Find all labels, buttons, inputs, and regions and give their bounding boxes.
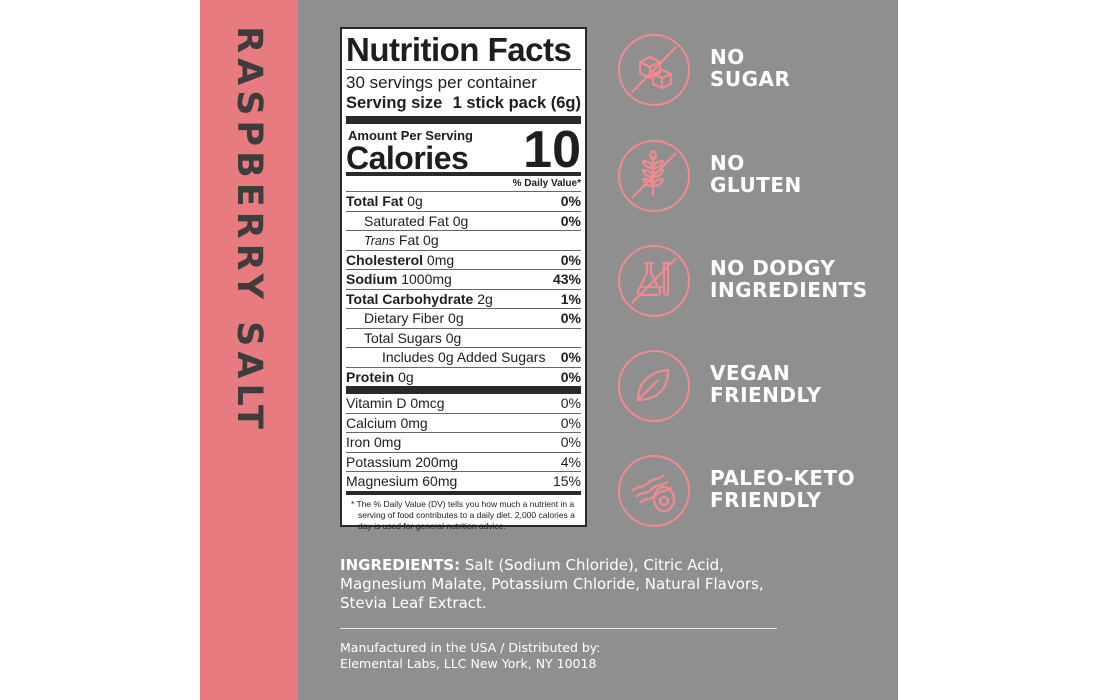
vitamin-pct: 0% <box>560 434 581 450</box>
feature-text: PALEO-KETO FRIENDLY <box>710 467 855 511</box>
footnote: * The % Daily Value (DV) tells you how m… <box>351 498 575 531</box>
nutrient-row: Sodium 1000mg 43% <box>346 270 581 290</box>
nutrient-label: Dietary Fiber <box>364 310 445 326</box>
nutrient-amount: 0mg <box>426 251 455 268</box>
feature-line2: INGREDIENTS <box>710 278 868 302</box>
divider-line <box>340 628 777 629</box>
nutrient-row: Dietary Fiber 0g 0% <box>346 309 581 329</box>
feature-text: NO SUGAR <box>710 46 790 90</box>
ingredients-text: Salt (Sodium Chloride), Citric Acid, Mag… <box>340 556 764 612</box>
lab-flask-icon <box>618 245 690 317</box>
nutrient-label: Cholesterol <box>346 251 424 268</box>
calories-label: Calories <box>346 140 469 176</box>
feature-line1: VEGAN <box>710 361 791 385</box>
ingredients-label: INGREDIENTS: <box>340 556 461 574</box>
nutrient-label: Protein <box>346 368 395 385</box>
nutrient-pct: 0% <box>560 251 581 268</box>
divider <box>346 69 581 70</box>
feature-text: VEGAN FRIENDLY <box>710 362 822 406</box>
nutrient-row: Total Carbohydrate 2g 1% <box>346 290 581 309</box>
heavy-divider <box>346 386 581 394</box>
nutrient-row: Protein 0g 0% <box>346 368 581 387</box>
nutrient-label: Saturated Fat <box>364 212 449 229</box>
ingredients: INGREDIENTS: Salt (Sodium Chloride), Cit… <box>340 556 790 613</box>
nutrient-pct: 0% <box>560 349 581 365</box>
nutrient-row: Cholesterol 0mg 0% <box>346 251 581 270</box>
nutrient-amount: 2g <box>477 290 493 307</box>
heavy-divider <box>346 116 581 124</box>
nutrient-label: Trans <box>364 234 396 248</box>
vitamin-label: Potassium 200mg <box>346 453 459 470</box>
feature-line1: NO <box>710 45 745 69</box>
wheat-icon <box>618 140 690 212</box>
feature-line2: FRIENDLY <box>710 488 822 512</box>
nutrition-title: Nutrition Facts <box>346 31 572 68</box>
manufacturer-line1: Manufactured in the USA / Distributed by… <box>340 640 601 655</box>
medium-divider <box>346 490 581 495</box>
nutrient-pct: 0% <box>560 368 581 385</box>
flavor-strip <box>200 0 298 700</box>
vitamin-label: Calcium 0mg <box>346 414 428 431</box>
nutrient-pct: 0% <box>560 193 581 209</box>
amount-per-serving: Amount Per Serving <box>348 128 473 143</box>
leaf-icon <box>618 350 690 422</box>
nutrient-label: Total Fat <box>346 193 404 209</box>
vitamin-row: Potassium 200mg 4% <box>346 453 581 472</box>
nutrient-row: Trans Fat 0g <box>346 231 581 251</box>
vitamin-label: Iron 0mg <box>346 434 402 450</box>
manufacturer-info: Manufactured in the USA / Distributed by… <box>340 640 790 672</box>
vitamin-row: Magnesium 60mg 15% <box>346 472 581 491</box>
nutrient-label: Total Sugars <box>364 329 442 346</box>
nutrient-pct: 43% <box>552 271 581 287</box>
nutrient-label: Total Carbohydrate <box>346 290 474 307</box>
feature-line1: NO DODGY <box>710 256 836 280</box>
calories-value: 10 <box>523 121 581 179</box>
nutrient-pct: 1% <box>560 290 581 307</box>
feature-text: NO GLUTEN <box>710 152 802 196</box>
nutrient-label: Includes 0g Added Sugars <box>382 349 546 365</box>
vitamin-pct: 4% <box>560 453 581 470</box>
calories-block: Amount Per Serving Calories 10 <box>346 121 581 179</box>
feature-line1: NO <box>710 151 745 175</box>
bacon-egg-icon <box>618 455 690 527</box>
nutrition-facts-label: Nutrition Facts 30 servings per containe… <box>340 27 587 531</box>
serving-size-value: 1 stick pack (6g) <box>452 94 581 112</box>
nutrient-amount: 1000mg <box>401 271 452 287</box>
nutrient-row: Total Sugars 0g <box>346 329 581 348</box>
nutrient-amount: 0g <box>445 329 462 346</box>
nutrient-row: Includes 0g Added Sugars 0% <box>346 348 581 368</box>
vitamin-label: Vitamin D 0mcg <box>346 395 445 411</box>
nutrient-label: Sodium <box>346 271 398 287</box>
serving-size: Serving size 1 stick pack (6g) <box>346 93 581 114</box>
nutrient-amount: 0g <box>448 310 464 326</box>
flavor-title: RASPBERRY SALT <box>229 26 269 434</box>
vitamin-pct: 0% <box>560 414 581 431</box>
nutrient-pct: 0% <box>560 212 581 229</box>
vitamin-pct: 15% <box>552 473 581 489</box>
vitamin-row: Vitamin D 0mcg 0% <box>346 394 581 414</box>
nutrient-row: Total Fat 0g 0% <box>346 192 581 212</box>
nutrient-pct: 0% <box>560 310 581 326</box>
vitamin-row: Calcium 0mg 0% <box>346 414 581 433</box>
daily-value-header: % Daily Value* <box>346 176 581 192</box>
manufacturer-line2: Elemental Labs, LLC New York, NY 10018 <box>340 656 597 671</box>
nutrient-amount: 0g <box>407 193 423 209</box>
feature-line1: PALEO-KETO <box>710 466 856 490</box>
serving-size-label: Serving size <box>346 94 443 112</box>
feature-line2: SUGAR <box>710 67 791 91</box>
medium-divider <box>346 172 581 176</box>
vitamin-pct: 0% <box>560 395 581 411</box>
servings-per-container: 30 servings per container <box>346 73 537 92</box>
feature-line2: FRIENDLY <box>710 383 822 407</box>
sugar-cubes-icon <box>618 34 690 106</box>
vitamin-row: Iron 0mg 0% <box>346 433 581 453</box>
vitamin-label: Magnesium 60mg <box>346 473 458 489</box>
nutrient-row: Saturated Fat 0g 0% <box>346 212 581 231</box>
nutrient-amount: Fat 0g <box>398 232 439 248</box>
feature-text: NO DODGY INGREDIENTS <box>710 257 868 301</box>
nutrient-amount: 0g <box>398 368 414 385</box>
feature-line2: GLUTEN <box>710 173 802 197</box>
nutrient-amount: 0g <box>452 212 469 229</box>
